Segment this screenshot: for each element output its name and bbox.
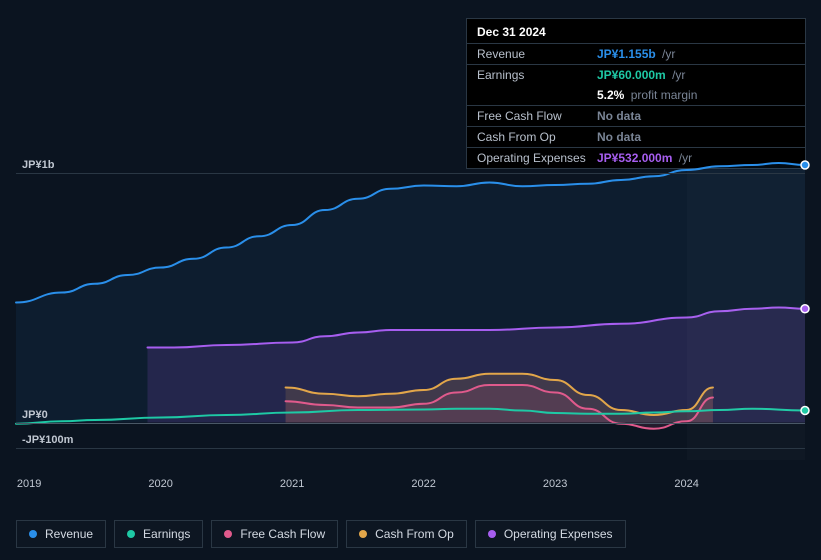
legend-item-label: Cash From Op: [375, 527, 454, 541]
y-tick-label: JP¥1b: [22, 159, 54, 171]
legend: Revenue Earnings Free Cash Flow Cash From O…: [16, 520, 626, 548]
revenue-end-marker: [801, 161, 809, 169]
legend-item-earnings[interactable]: Earnings: [114, 520, 203, 548]
tooltip-row: RevenueJP¥1.155b /yr: [467, 43, 805, 64]
tooltip-row-label: Cash From Op: [477, 130, 597, 144]
legend-item-revenue[interactable]: Revenue: [16, 520, 106, 548]
tooltip-row: Free Cash FlowNo data: [467, 105, 805, 126]
legend-item-cash_from_op[interactable]: Cash From Op: [346, 520, 467, 548]
gridline: [16, 423, 805, 424]
y-tick-label: -JP¥100m: [22, 434, 73, 446]
legend-dot-icon: [29, 530, 37, 538]
line-chart: JP¥1bJP¥0-JP¥100m 2019202020212022202320…: [16, 160, 805, 500]
tooltip-row-value: JP¥1.155b /yr: [597, 47, 795, 61]
x-tick-label: 2021: [280, 478, 304, 490]
x-axis: 2019 2020 2021 2022 2023 2024: [16, 478, 805, 498]
plot-area: JP¥1b JP¥0 -JP¥100m: [16, 160, 805, 460]
legend-dot-icon: [488, 530, 496, 538]
legend-item-label: Earnings: [143, 527, 190, 541]
y-tick-label: JP¥0: [22, 409, 48, 421]
chart-container: Dec 31 2024 RevenueJP¥1.155b /yrEarnings…: [0, 0, 821, 560]
x-tick-label: 2024: [674, 478, 698, 490]
legend-dot-icon: [224, 530, 232, 538]
tooltip-row-value: 5.2% profit margin: [597, 88, 795, 102]
tooltip-row: 5.2% profit margin: [467, 85, 805, 105]
legend-item-free_cash_flow[interactable]: Free Cash Flow: [211, 520, 338, 548]
gridline: [16, 173, 805, 174]
tooltip-row: EarningsJP¥60.000m /yr: [467, 64, 805, 85]
tooltip-row-label: [477, 88, 597, 102]
legend-item-label: Free Cash Flow: [240, 527, 325, 541]
legend-item-operating_expenses[interactable]: Operating Expenses: [475, 520, 626, 548]
tooltip-row: Cash From OpNo data: [467, 126, 805, 147]
x-tick-label: 2019: [17, 478, 41, 490]
x-tick-label: 2020: [148, 478, 172, 490]
tooltip-row-label: Free Cash Flow: [477, 109, 597, 123]
tooltip-row-value: No data: [597, 109, 795, 123]
tooltip-row-label: Revenue: [477, 47, 597, 61]
forecast-shade: [687, 170, 805, 460]
x-tick-label: 2022: [411, 478, 435, 490]
tooltip-date: Dec 31 2024: [467, 19, 805, 43]
legend-item-label: Operating Expenses: [504, 527, 613, 541]
legend-dot-icon: [359, 530, 367, 538]
legend-item-label: Revenue: [45, 527, 93, 541]
gridline: [16, 448, 805, 449]
tooltip-row-value: JP¥60.000m /yr: [597, 68, 795, 82]
data-tooltip: Dec 31 2024 RevenueJP¥1.155b /yrEarnings…: [466, 18, 806, 169]
legend-dot-icon: [127, 530, 135, 538]
x-tick-label: 2023: [543, 478, 567, 490]
tooltip-row-label: Earnings: [477, 68, 597, 82]
tooltip-row-value: No data: [597, 130, 795, 144]
